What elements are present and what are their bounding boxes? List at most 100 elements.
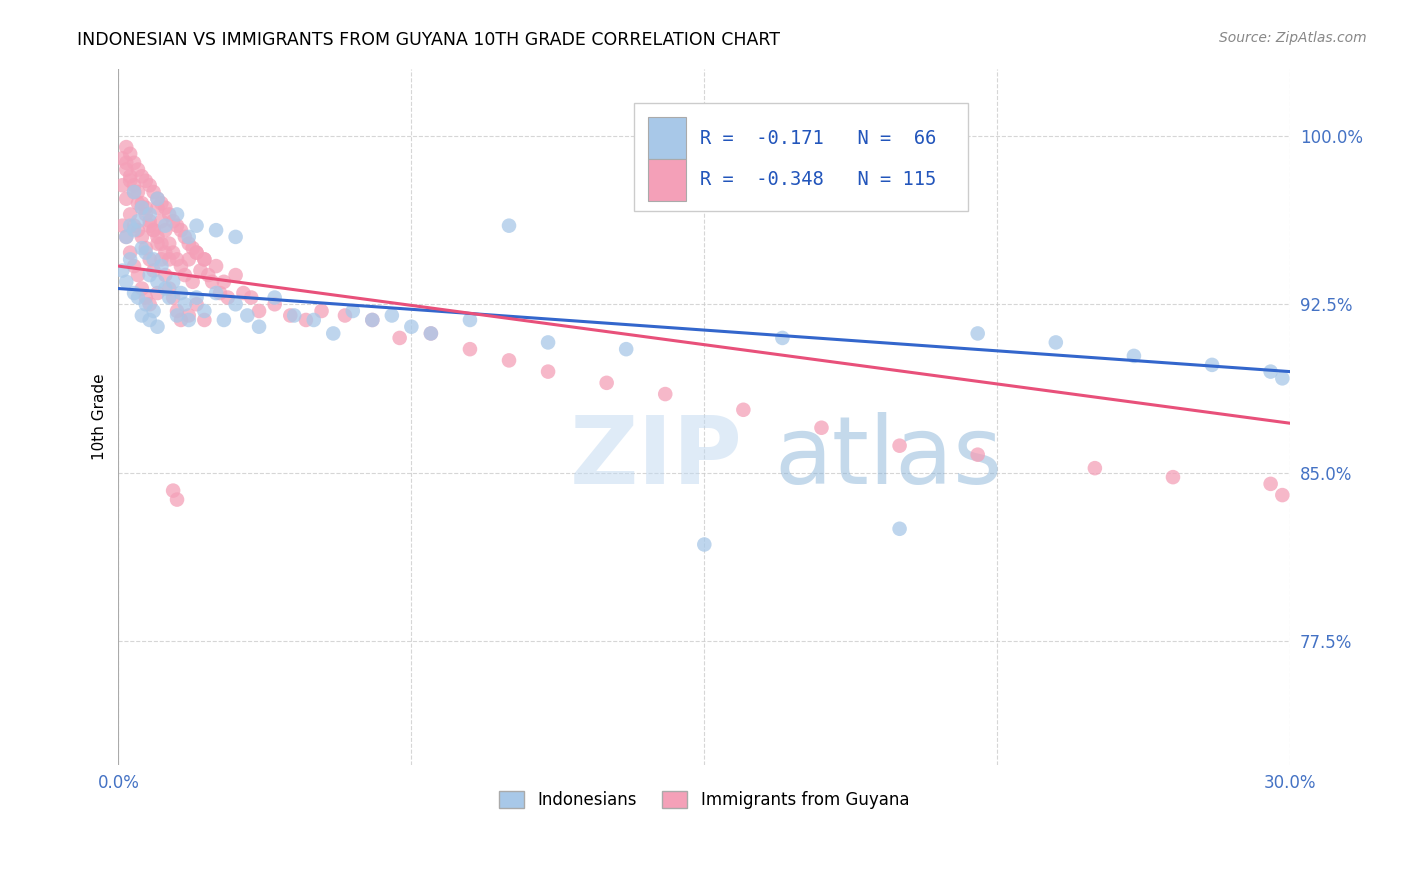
FancyBboxPatch shape — [634, 103, 967, 211]
Point — [131, 196, 153, 211]
Point — [146, 230, 169, 244]
Point — [1271, 488, 1294, 502]
Point — [122, 156, 145, 170]
Point — [173, 230, 195, 244]
Point — [135, 245, 157, 260]
Point — [157, 252, 180, 267]
Point — [162, 275, 184, 289]
Point — [193, 304, 215, 318]
Point — [236, 309, 259, 323]
Point — [142, 263, 165, 277]
Point — [155, 245, 177, 260]
Point — [283, 309, 305, 323]
Point — [155, 268, 177, 282]
Point — [111, 219, 134, 233]
Point — [205, 286, 228, 301]
Point — [131, 281, 153, 295]
Point — [142, 304, 165, 318]
Point — [122, 178, 145, 193]
Point — [966, 326, 988, 341]
Point — [166, 219, 188, 233]
Point — [186, 297, 208, 311]
Text: INDONESIAN VS IMMIGRANTS FROM GUYANA 10TH GRADE CORRELATION CHART: INDONESIAN VS IMMIGRANTS FROM GUYANA 10T… — [77, 31, 780, 49]
Point — [186, 245, 208, 260]
Point — [127, 162, 149, 177]
Point — [361, 313, 384, 327]
Point — [115, 230, 138, 244]
Point — [193, 252, 215, 267]
Point — [173, 297, 195, 311]
Point — [212, 275, 235, 289]
Point — [138, 219, 160, 233]
Point — [127, 223, 149, 237]
Point — [193, 313, 215, 327]
Point — [177, 252, 200, 267]
Point — [197, 268, 219, 282]
Point — [889, 439, 911, 453]
Point — [120, 169, 142, 184]
Point — [889, 522, 911, 536]
Point — [170, 286, 193, 301]
Text: ZIP: ZIP — [569, 412, 742, 504]
Point — [388, 331, 411, 345]
Point — [361, 313, 384, 327]
Point — [150, 236, 173, 251]
Point — [186, 219, 208, 233]
Point — [810, 421, 832, 435]
Point — [150, 196, 173, 211]
Bar — [648, 159, 686, 201]
Point — [225, 297, 247, 311]
Point — [138, 214, 160, 228]
Point — [122, 286, 145, 301]
Point — [122, 259, 145, 273]
Point — [322, 326, 344, 341]
Point — [177, 230, 200, 244]
Point — [419, 326, 441, 341]
Point — [135, 291, 157, 305]
Point — [166, 492, 188, 507]
Point — [162, 245, 184, 260]
Point — [166, 207, 188, 221]
Point — [263, 291, 285, 305]
Point — [177, 313, 200, 327]
Point — [115, 230, 138, 244]
Point — [177, 309, 200, 323]
Point — [146, 275, 169, 289]
Point — [131, 230, 153, 244]
Point — [155, 201, 177, 215]
Point — [173, 268, 195, 282]
Point — [170, 223, 193, 237]
Point — [1045, 335, 1067, 350]
Point — [120, 207, 142, 221]
Point — [162, 214, 184, 228]
Point — [150, 252, 173, 267]
Point — [201, 275, 224, 289]
Point — [190, 263, 212, 277]
Point — [205, 223, 228, 237]
Point — [295, 313, 318, 327]
Point — [120, 219, 142, 233]
Point — [166, 252, 188, 267]
Point — [131, 169, 153, 184]
Point — [111, 263, 134, 277]
Point — [458, 342, 481, 356]
Point — [135, 201, 157, 215]
Point — [537, 335, 560, 350]
Legend: Indonesians, Immigrants from Guyana: Indonesians, Immigrants from Guyana — [492, 784, 915, 815]
Point — [247, 304, 270, 318]
Point — [302, 313, 325, 327]
Point — [138, 313, 160, 327]
Point — [127, 291, 149, 305]
Point — [111, 151, 134, 165]
Point — [150, 214, 173, 228]
Point — [122, 185, 145, 199]
Point — [120, 245, 142, 260]
Point — [155, 219, 177, 233]
Point — [419, 326, 441, 341]
Point — [458, 313, 481, 327]
Point — [142, 185, 165, 199]
Point — [146, 286, 169, 301]
Point — [127, 214, 149, 228]
Point — [138, 297, 160, 311]
Point — [146, 236, 169, 251]
